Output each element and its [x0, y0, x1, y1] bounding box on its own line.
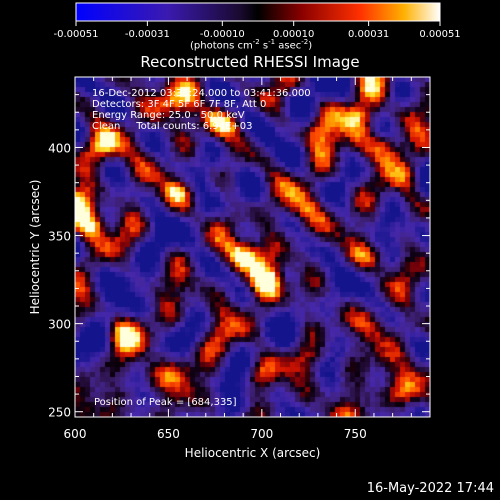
colorbar-units-exp2: -1 — [268, 38, 276, 46]
annotation-energy: Energy Range: 25.0 - 50.0 keV — [92, 110, 245, 121]
colorbar-tick-label: -0.00010 — [200, 29, 245, 40]
colorbar: -0.00051 -0.00031 -0.00010 0.00010 0.00031 0.… — [54, 2, 461, 40]
colorbar-units: (photons cm-2 s-1 asec-2) — [190, 38, 312, 51]
colorbar-units-mid: s — [259, 40, 269, 52]
colorbar-tick-label: -0.00031 — [125, 29, 170, 40]
x-tick-label: 650 — [157, 427, 180, 441]
colorbar-units-mid2: asec — [275, 40, 302, 52]
colorbar-units-text: (photons cm — [190, 40, 253, 52]
annotation-time: 16-Dec-2012 03:36:24.000 to 03:41:36.000 — [92, 88, 311, 99]
y-tick-label: 400 — [48, 141, 71, 155]
annotation-counts: Clean Total counts: 6.94E+03 — [92, 121, 253, 132]
x-axis-label: Heliocentric X (arcsec) — [184, 446, 321, 460]
y-tick-label: 300 — [48, 318, 71, 332]
y-tick-label: 350 — [48, 230, 71, 244]
peak-position-label: Position of Peak = [684,335] — [94, 397, 237, 408]
annotation-detectors: Detectors: 3F 4F 5F 6F 7F 8F, Att 0 — [92, 99, 267, 110]
colorbar-gradient — [75, 2, 441, 22]
plot-frame — [74, 76, 431, 418]
chart-title: Reconstructed RHESSI Image — [140, 53, 360, 71]
y-axis-label: Heliocentric Y (arcsec) — [28, 179, 42, 315]
colorbar-tick-label: 0.00051 — [419, 29, 460, 40]
colorbar-units-exp3: -2 — [301, 38, 309, 46]
colorbar-tick-label: 0.00031 — [348, 29, 389, 40]
y-tick-label: 250 — [48, 406, 71, 420]
heatmap-image — [75, 77, 430, 417]
footer-date: 16-May-2022 17:44 — [366, 481, 494, 496]
x-tick-label: 600 — [64, 427, 87, 441]
colorbar-units-exp1: -2 — [252, 38, 260, 46]
x-tick-label: 700 — [250, 427, 273, 441]
colorbar-tick-label: 0.00010 — [273, 29, 314, 40]
colorbar-units-close: ) — [308, 40, 313, 52]
colorbar-tick-label: -0.00051 — [54, 29, 99, 40]
x-tick-label: 750 — [344, 427, 367, 441]
